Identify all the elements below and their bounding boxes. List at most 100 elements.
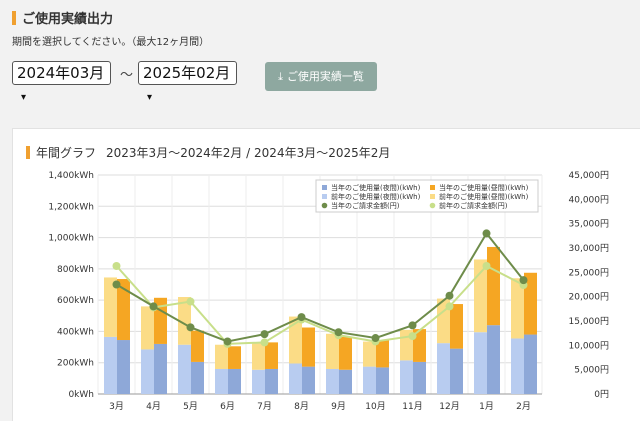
bar-cur-day [228, 346, 241, 369]
y-right-tick-label: 35,000円 [569, 219, 610, 230]
y-left-tick-label: 1,400kWh [48, 171, 94, 181]
bar-cur-day [487, 246, 500, 326]
graph-period-text: 2023年3月～2024年2月 / 2024年3月～2025年2月 [106, 146, 391, 160]
x-tick-label: 5月 [183, 401, 198, 412]
bar-prev-day [363, 341, 376, 367]
x-tick-label: 11月 [402, 401, 422, 412]
bar-prev-night [141, 349, 154, 394]
graph-title-accent-bar [26, 146, 30, 159]
x-tick-label: 12月 [439, 401, 459, 412]
bar-cur-night [302, 366, 315, 394]
prev-amount-line [115, 264, 524, 345]
bar-cur-day [339, 336, 352, 370]
legend-label: 当年のご請求金額(円) [331, 201, 400, 210]
y-left-tick-label: 600kWh [57, 296, 94, 306]
graph-title-text: 年間グラフ [36, 146, 97, 160]
y-right-tick-label: 10,000円 [569, 340, 610, 351]
bar-cur-day [191, 330, 204, 362]
legend-box [315, 179, 539, 213]
y-left-tick-label: 0kWh [68, 390, 94, 400]
bar-prev-night [511, 338, 524, 394]
end-month-select[interactable]: 2025年02月 ▾ [138, 61, 237, 103]
x-tick-label: 8月 [294, 401, 309, 412]
cur-amount-point [519, 276, 528, 285]
y-right-tick-label: 20,000円 [569, 292, 610, 303]
bar-prev-night [437, 343, 450, 394]
bar-cur-night [376, 367, 389, 394]
bar-cur-night [339, 369, 352, 394]
legend-swatch [430, 185, 435, 190]
legend-label: 当年のご使用量(夜間)(kWh) [331, 183, 421, 192]
bar-prev-night [104, 336, 117, 394]
cur-amount-point [112, 280, 121, 289]
bar-cur-day [302, 327, 315, 367]
chevron-down-icon: ▾ [147, 92, 153, 103]
bar-cur-night [117, 340, 130, 394]
bar-cur-night [191, 361, 204, 394]
cur-amount-point [408, 321, 417, 330]
period-instruction: 期間を選択してください。（最大12ヶ月間） [12, 37, 210, 48]
bar-prev-day [178, 297, 191, 345]
bar-prev-night [289, 363, 302, 394]
y-left-tick-label: 1,000kWh [48, 234, 94, 244]
start-month-value: 2024年03月 [17, 64, 105, 82]
prev-amount-point [408, 332, 417, 341]
bar-cur-day [265, 342, 278, 369]
x-tick-label: 7月 [257, 401, 272, 412]
y-right-tick-label: 5,000円 [574, 365, 609, 376]
prev-amount-point [445, 302, 454, 311]
bar-prev-day [511, 278, 524, 339]
bar-prev-day [326, 333, 339, 369]
legend-label: 前年のご請求金額(円) [439, 201, 508, 210]
cur-amount-point [186, 323, 195, 332]
page-title-text: ご使用実績出力 [22, 12, 114, 27]
bar-cur-night [413, 361, 426, 394]
bar-prev-night [400, 360, 413, 394]
cur-amount-point [260, 330, 269, 339]
y-left-tick-label: 200kWh [57, 359, 94, 369]
legend-swatch [429, 202, 436, 209]
legend-swatch [321, 202, 328, 209]
prev-amount-point [112, 262, 121, 271]
bar-cur-day [524, 272, 537, 335]
x-tick-label: 4月 [146, 401, 161, 412]
x-tick-label: 3月 [109, 401, 124, 412]
cur-amount-point [371, 334, 380, 343]
page-title: ご使用実績出力 [12, 8, 113, 27]
y-left-tick-label: 800kWh [57, 265, 94, 275]
bar-cur-night [154, 343, 167, 394]
bar-prev-night [474, 332, 487, 394]
bar-cur-night [265, 368, 278, 394]
legend-swatch [322, 194, 327, 199]
bar-prev-day [215, 344, 228, 369]
cur-amount-point [334, 328, 343, 337]
graph-title: 年間グラフ 2023年3月～2024年2月 / 2024年3月～2025年2月 [26, 144, 390, 161]
cur-amount-line [115, 231, 525, 343]
download-usage-button[interactable]: ⤓ ご使用実績一覧 [265, 62, 377, 91]
bar-cur-night [487, 325, 500, 394]
bar-cur-night [524, 334, 537, 394]
bar-prev-day [141, 306, 154, 350]
legend-label: 前年のご使用量(昼間)(kWh) [439, 192, 529, 201]
y-right-tick-label: 25,000円 [569, 267, 610, 278]
y-right-tick-label: 40,000円 [569, 194, 610, 205]
download-icon: ⤓ [278, 70, 283, 83]
y-left-tick-label: 1,200kWh [48, 202, 94, 212]
start-month-select[interactable]: 2024年03月 ▾ [12, 61, 111, 103]
bar-prev-day [252, 343, 265, 370]
y-right-tick-label: 15,000円 [569, 316, 610, 327]
legend-swatch [430, 194, 435, 199]
x-tick-label: 10月 [365, 401, 385, 412]
prev-amount-point [186, 297, 195, 306]
y-left-tick-label: 400kWh [57, 327, 94, 337]
bar-prev-night [252, 369, 265, 394]
legend-swatch [322, 185, 327, 190]
bar-cur-night [450, 348, 463, 394]
bar-prev-day [289, 316, 302, 364]
bar-prev-night [326, 368, 339, 394]
legend-label: 前年のご使用量(夜間)(kWh) [331, 192, 421, 201]
legend-label: 当年のご使用量(昼間)(kWh) [439, 183, 529, 192]
prev-amount-point [260, 338, 269, 347]
bar-cur-day [450, 304, 463, 349]
